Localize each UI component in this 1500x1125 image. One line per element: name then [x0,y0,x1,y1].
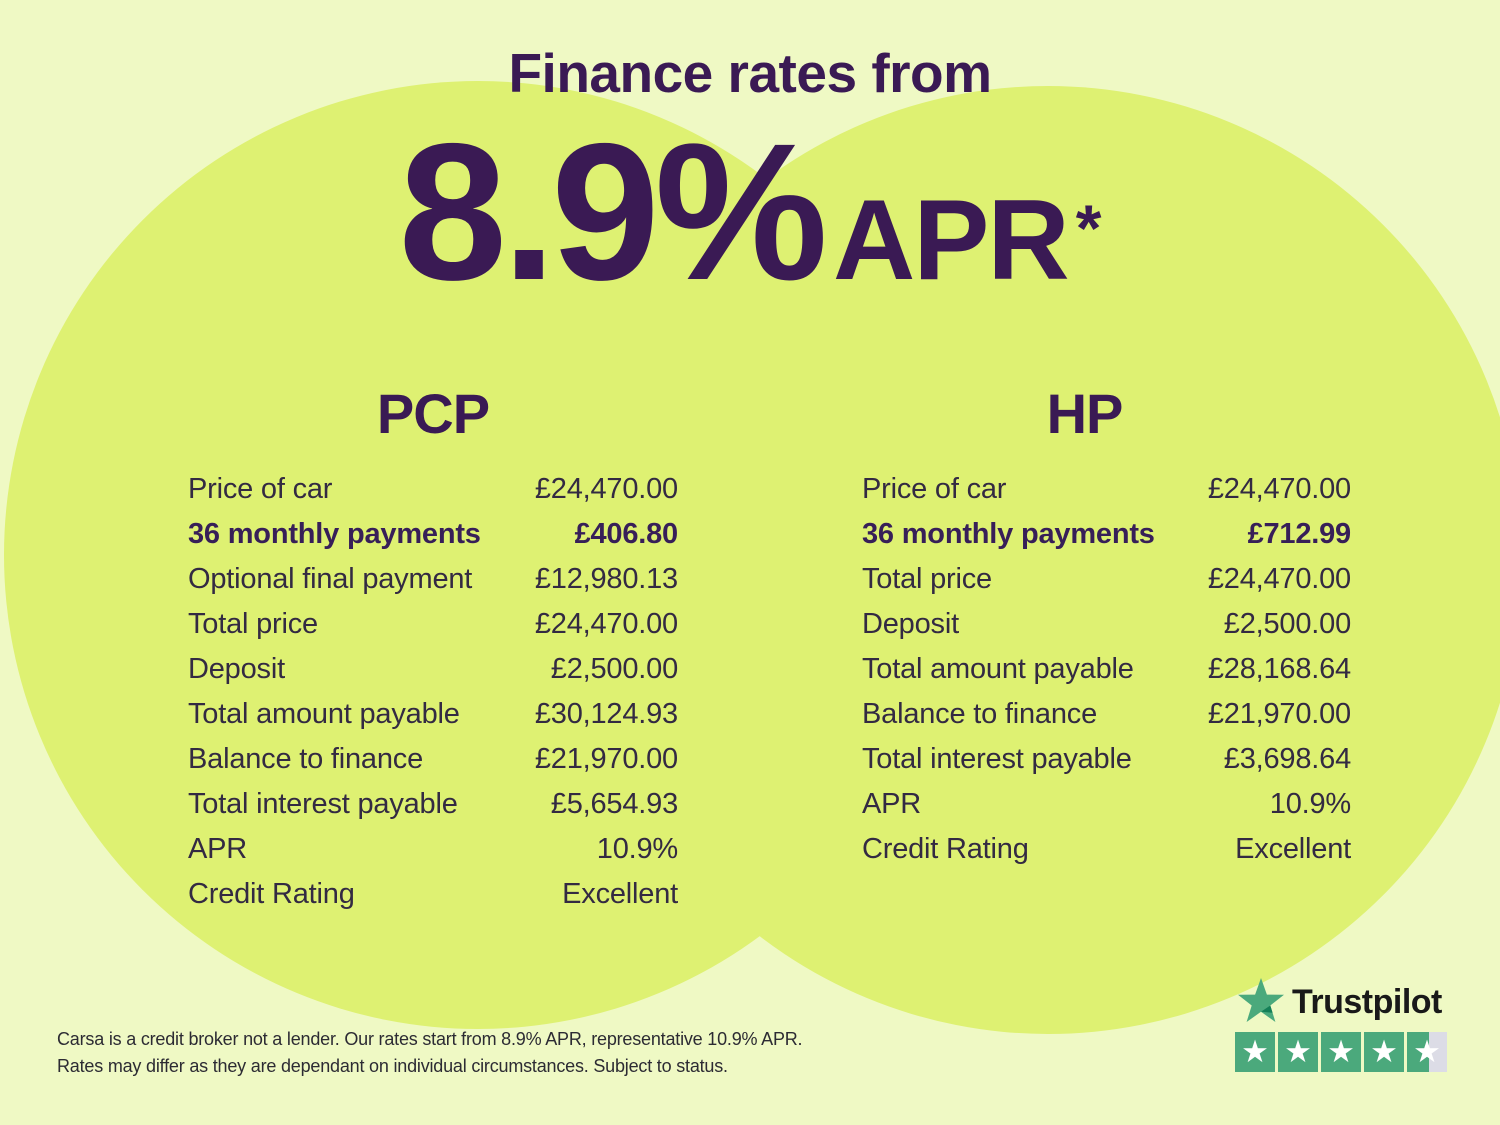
row-value: Excellent [1235,833,1351,865]
table-row: Balance to finance £21,970.00 [862,692,1351,737]
table-row: Optional final payment £12,980.13 [188,557,678,602]
row-value: £5,654.93 [550,788,678,820]
table-row: Deposit £2,500.00 [188,647,678,692]
table-row: 36 monthly payments £406.80 [188,512,678,557]
page-title: Finance rates from [508,42,992,104]
row-label: Balance to finance [188,743,424,775]
row-value: £406.80 [574,518,679,550]
rating-star-box: ★ [1235,1032,1275,1072]
row-value: 10.9% [596,833,678,865]
star-icon: ★ [1327,1034,1355,1070]
table-row: Total price £24,470.00 [862,557,1351,602]
row-value: £24,470.00 [534,473,678,505]
row-value: £712.99 [1247,518,1352,550]
star-icon: ★ [1413,1034,1441,1070]
row-value: £2,500.00 [1223,608,1351,640]
row-value: £30,124.93 [534,698,678,730]
star-icon: ★ [1370,1034,1398,1070]
table-row: 36 monthly payments £712.99 [862,512,1351,557]
row-value: £24,470.00 [1207,563,1351,595]
row-value: £3,698.64 [1223,743,1351,775]
row-label: Total price [862,563,992,595]
row-label: APR [188,833,248,865]
pcp-table: Price of car £24,470.00 36 monthly payme… [188,467,678,917]
row-label: Deposit [188,653,285,685]
trustpilot-rating-stars: ★ ★ ★ ★ ★ [1235,1032,1447,1072]
row-value: £24,470.00 [534,608,678,640]
trustpilot-wordmark: Trustpilot [1292,983,1442,1021]
trustpilot-star-icon [1238,978,1284,1022]
table-row: Total amount payable £30,124.93 [188,692,678,737]
table-row: Price of car £24,470.00 [188,467,678,512]
row-label: Total amount payable [862,653,1134,685]
table-row: Total price £24,470.00 [188,602,678,647]
row-label: 36 monthly payments [188,518,481,550]
row-value: £2,500.00 [550,653,678,685]
hp-table: Price of car £24,470.00 36 monthly payme… [862,467,1351,872]
row-value: Excellent [562,878,678,910]
disclaimer: Carsa is a credit broker not a lender. O… [57,1026,803,1080]
trustpilot-logo: Trustpilot [1235,976,1457,1028]
table-row: APR 10.9% [188,827,678,872]
row-value: £12,980.13 [534,563,678,595]
hp-heading: HP [1046,382,1124,445]
background-circle-right [574,86,1500,1034]
star-icon: ★ [1284,1034,1312,1070]
disclaimer-line-2: Rates may differ as they are dependant o… [57,1056,728,1076]
row-value: £21,970.00 [534,743,678,775]
rate-unit: APR [833,177,1070,304]
table-row: Balance to finance £21,970.00 [188,737,678,782]
headline-rate: 8.9% APR * [0,115,1500,310]
row-label: 36 monthly payments [862,518,1155,550]
table-row: Deposit £2,500.00 [862,602,1351,647]
table-row: APR 10.9% [862,782,1351,827]
row-label: Price of car [188,473,333,505]
rating-star-box: ★ [1364,1032,1404,1072]
trustpilot-badge: Trustpilot ★ ★ ★ ★ ★ [1235,976,1457,1072]
row-value: 10.9% [1269,788,1351,820]
table-row: Price of car £24,470.00 [862,467,1351,512]
row-label: Deposit [862,608,959,640]
row-label: Price of car [862,473,1007,505]
row-label: APR [862,788,922,820]
row-label: Credit Rating [862,833,1029,865]
row-label: Total price [188,608,318,640]
row-label: Optional final payment [188,563,473,595]
row-label: Total interest payable [862,743,1132,775]
row-label: Total interest payable [188,788,458,820]
table-row: Total interest payable £5,654.93 [188,782,678,827]
table-row: Total interest payable £3,698.64 [862,737,1351,782]
rating-star-box: ★ [1321,1032,1361,1072]
row-label: Credit Rating [188,878,355,910]
pcp-heading: PCP [376,382,490,445]
table-row: Credit Rating Excellent [862,827,1351,872]
star-icon: ★ [1241,1034,1269,1070]
row-value: £24,470.00 [1207,473,1351,505]
row-label: Balance to finance [862,698,1098,730]
table-row: Total amount payable £28,168.64 [862,647,1351,692]
rating-star-box: ★ [1278,1032,1318,1072]
rating-star-box: ★ [1407,1032,1447,1072]
row-value: £28,168.64 [1207,653,1351,685]
table-row: Credit Rating Excellent [188,872,678,917]
row-label: Total amount payable [188,698,460,730]
rate-value: 8.9% [398,103,828,321]
rate-footnote-asterisk: * [1075,191,1102,265]
disclaimer-line-1: Carsa is a credit broker not a lender. O… [57,1029,803,1049]
row-value: £21,970.00 [1207,698,1351,730]
